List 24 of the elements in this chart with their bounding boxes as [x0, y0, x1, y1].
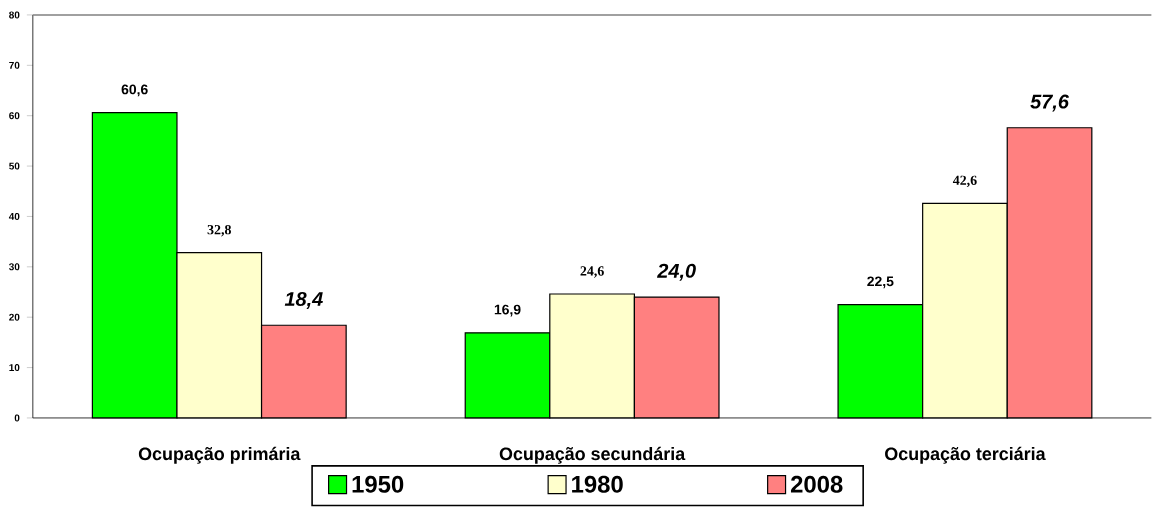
data-label: 32,8	[207, 224, 231, 237]
data-label: 57,6	[1030, 94, 1069, 112]
y-tick-label: 20	[9, 313, 20, 321]
legend-label: 1980	[572, 475, 623, 493]
y-tick-label: 50	[9, 162, 20, 170]
data-label: 42,6	[952, 175, 977, 187]
y-tick-label: 70	[9, 61, 20, 69]
legend-label: 2008	[790, 475, 843, 493]
x-tick-label: Ocupação primária	[138, 446, 301, 464]
y-tick-label: 30	[8, 263, 20, 271]
data-label: 24,6	[580, 266, 604, 278]
y-tick-label: 80	[9, 11, 20, 19]
data-label: 24,0	[657, 263, 696, 281]
x-tick-label: Ocupação secundária	[499, 446, 686, 464]
y-tick-label: 60	[9, 111, 20, 119]
y-tick-label: 40	[8, 212, 20, 220]
data-label: 22,5	[867, 276, 894, 289]
data-label: 60,6	[121, 84, 148, 97]
legend-label: 1950	[352, 475, 404, 493]
y-tick-label: 10	[9, 363, 20, 371]
data-label: 16,9	[494, 304, 521, 317]
y-tick-label: 0	[14, 414, 20, 422]
x-tick-label: Ocupação terciária	[885, 446, 1046, 464]
data-label: 18,4	[284, 291, 323, 309]
